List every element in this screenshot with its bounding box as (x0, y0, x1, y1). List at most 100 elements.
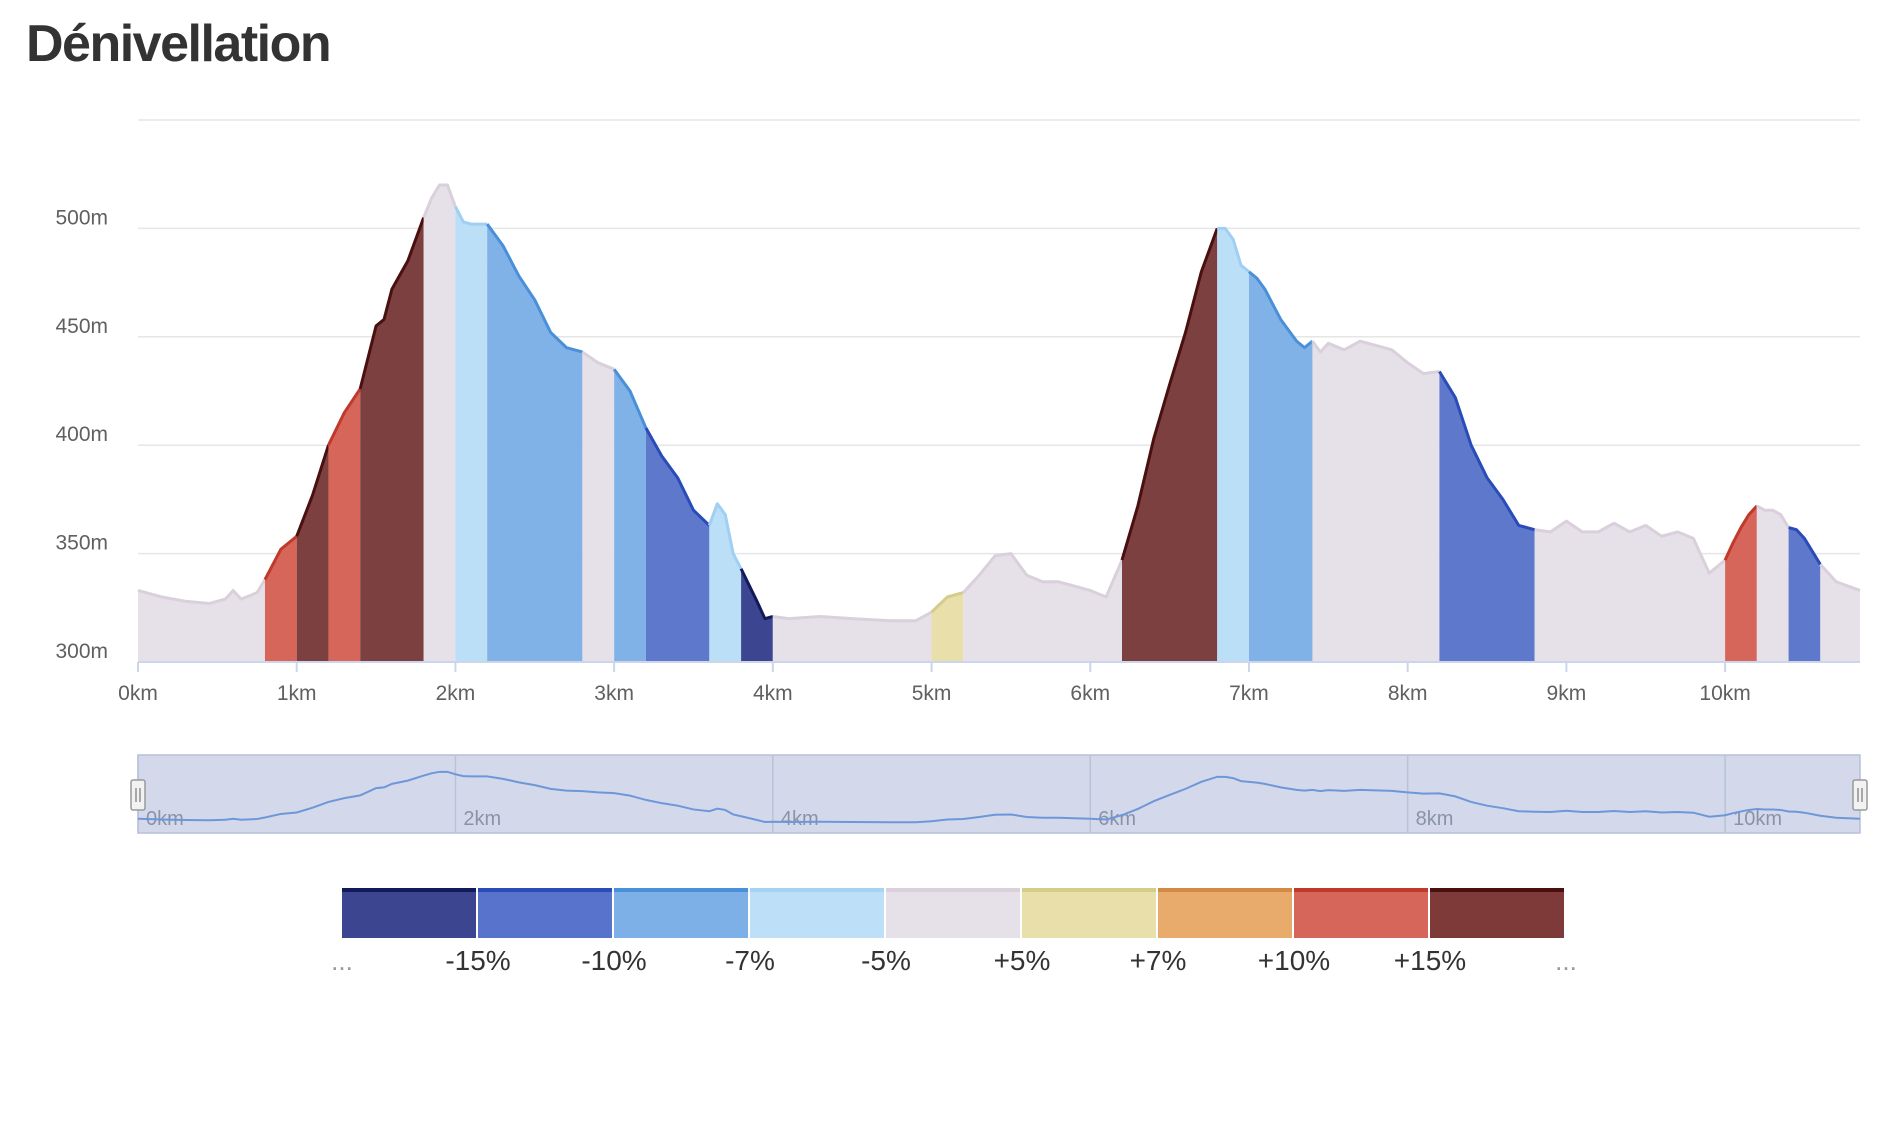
legend-swatch (614, 888, 748, 938)
legend-swatch (1022, 888, 1156, 938)
x-tick-label: 0km (118, 682, 158, 705)
legend-swatch-edge (1022, 888, 1156, 892)
x-tick-label: 9km (1547, 682, 1587, 705)
grade-segment-area (1756, 505, 1789, 662)
handle-body (130, 779, 146, 811)
legend-swatch-edge (886, 888, 1020, 892)
page-title: Dénivellation (26, 15, 332, 73)
grade-segment-line (1438, 370, 1536, 532)
grade-segment-area (614, 369, 646, 662)
legend-swatch-edge (614, 888, 748, 892)
grade-segment-line (1120, 227, 1219, 561)
legend-ellipsis: ... (331, 946, 353, 976)
grade-segment-area (1534, 521, 1726, 662)
grade-segment-area (1820, 564, 1860, 662)
x-tick-label: 8km (1388, 682, 1428, 705)
grade-segment-line (1248, 270, 1314, 350)
grade-segment-area (138, 579, 265, 662)
legend-swatch (886, 888, 1020, 938)
legend-label: +5% (994, 945, 1051, 976)
navigator-tick-label: 10km (1733, 808, 1782, 830)
legend-label: +7% (1130, 945, 1187, 976)
navigator-right-handle[interactable] (1852, 779, 1868, 811)
navigator-series-line (137, 770, 1861, 824)
legend-swatch-edge (1430, 888, 1564, 892)
x-tick-label: 7km (1229, 682, 1269, 705)
legend-swatch-edge (342, 888, 476, 892)
grade-segment-area (709, 503, 742, 662)
legend-swatch-edge (478, 888, 612, 892)
legend-swatch (1430, 888, 1564, 938)
grade-segment-line (962, 552, 1124, 599)
x-tick-label: 5km (912, 682, 952, 705)
legend-label: -10% (581, 945, 646, 976)
legend-swatch-edge (1158, 888, 1292, 892)
grade-segment-line (1788, 526, 1822, 566)
grade-segment-line (772, 610, 933, 623)
grade-segment-area (328, 388, 361, 662)
navigator-tick-label: 2km (463, 808, 501, 830)
grade-segment-line (295, 444, 330, 537)
grade-segment-line (263, 535, 298, 581)
grade-segment-area (772, 612, 932, 662)
x-tick-label: 3km (594, 682, 634, 705)
grade-segment-line (581, 350, 615, 371)
grade-segment-area (741, 568, 773, 662)
legend-swatch (1158, 888, 1292, 938)
grade-segment-line (1756, 504, 1790, 529)
grade-segment-line (1217, 226, 1250, 273)
handle-body (1852, 779, 1868, 811)
legend-swatch (750, 888, 884, 938)
y-tick-label: 500m (55, 206, 108, 229)
grade-segment-area (423, 185, 456, 663)
legend-label: +10% (1258, 945, 1330, 976)
grade-segment-line (644, 427, 711, 527)
grade-segment-line (485, 223, 583, 354)
legend-label: +15% (1394, 945, 1466, 976)
y-tick-label: 450m (55, 315, 108, 338)
legend-label: -7% (725, 945, 775, 976)
x-tick-label: 4km (753, 682, 793, 705)
grade-segment-line (930, 591, 964, 614)
grade-segment-area (963, 553, 1122, 662)
grade-segment-line (327, 388, 362, 446)
grade-segment-area (296, 445, 329, 662)
grade-segment-line (739, 568, 774, 621)
legend-label: -15% (445, 945, 510, 976)
legend-swatch (342, 888, 476, 938)
legend-swatch (1294, 888, 1428, 938)
grade-segment-area (1248, 271, 1313, 662)
navigator-tick-label: 8km (1416, 808, 1454, 830)
grade-segment-line (454, 206, 488, 226)
navigator-panel (137, 754, 1861, 834)
grade-segment-line (1723, 504, 1758, 561)
grade-segment-area (1439, 371, 1535, 662)
y-tick-label: 400m (55, 423, 108, 446)
grade-segment-line (1311, 339, 1440, 376)
navigator-left-handle[interactable] (130, 779, 146, 811)
grade-segment-line (358, 217, 426, 390)
elevation-chart: 0km 1km 2km 3km 4km 5km 6km 7km 8km 9km 10km 300m 35… (55, 119, 1868, 834)
legend-swatch-edge (1294, 888, 1428, 892)
grade-segment-line (137, 578, 267, 605)
y-tick-label: 300m (55, 640, 108, 663)
grade-segment-area (645, 427, 710, 662)
grade-segment-area (360, 217, 424, 662)
grade-segment-area (931, 592, 964, 662)
grade-segment-area (455, 206, 488, 662)
y-tick-label: 350m (55, 532, 108, 555)
grade-segment-area (1788, 527, 1821, 662)
grade-segment-area (1217, 228, 1249, 662)
grade-segment-line (707, 502, 743, 570)
legend-swatch-edge (750, 888, 884, 892)
grade-segment-area (264, 536, 297, 662)
x-tick-label: 2km (436, 682, 476, 705)
x-tick-label: 1km (277, 682, 317, 705)
grade-segment-area (1122, 228, 1218, 662)
grade-legend: ... -15% -10% -7% -5% +5% +7% +10% +15%... (331, 888, 1577, 976)
grade-segment-area (1312, 341, 1440, 662)
x-tick-label: 6km (1070, 682, 1110, 705)
x-tick-label: 10km (1699, 682, 1750, 705)
grade-segment-line (422, 183, 457, 219)
grade-segment-line (612, 368, 648, 429)
